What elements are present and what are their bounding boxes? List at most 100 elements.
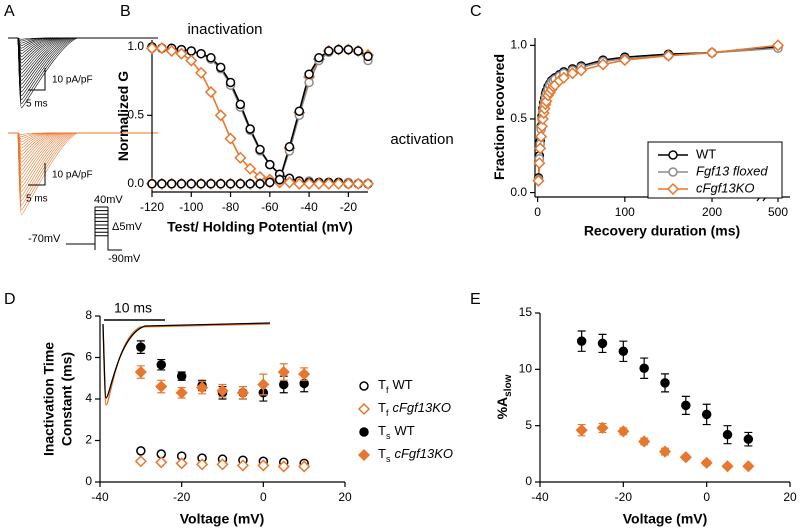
marker (557, 71, 570, 84)
x-axis-label: Test/ Holding Potential (mV) (167, 219, 353, 235)
marker (298, 368, 311, 381)
panel-letter: D (4, 291, 16, 308)
marker (303, 177, 316, 190)
marker (618, 346, 629, 357)
marker (304, 69, 314, 79)
current-trace (8, 132, 158, 216)
marker (216, 458, 229, 471)
y-tick-label: 5 (525, 418, 532, 432)
marker (157, 179, 167, 189)
marker (155, 42, 168, 55)
protocol-label: Δ5mV (112, 221, 143, 233)
marker (662, 49, 675, 62)
legend-marker (666, 182, 680, 196)
panel-letter: C (470, 3, 482, 20)
y-tick-label: 0.5 (127, 107, 144, 121)
marker (293, 177, 306, 190)
marker (343, 44, 354, 55)
marker (638, 435, 651, 448)
current-trace (8, 132, 158, 140)
y-axis-label-text: %A (494, 397, 510, 420)
marker (215, 62, 226, 73)
marker (700, 456, 713, 469)
marker (156, 360, 166, 370)
marker (245, 124, 255, 134)
x-tick-label: 20 (338, 490, 352, 504)
marker (333, 44, 344, 55)
marker (352, 177, 365, 190)
marker (236, 459, 249, 472)
marker (679, 451, 692, 464)
marker (359, 427, 369, 437)
legend-label: WT (696, 146, 716, 161)
marker (284, 142, 295, 152)
marker (195, 66, 208, 79)
marker (235, 99, 246, 110)
x-tick-label: -20 (340, 200, 358, 214)
x-tick-label: 200 (702, 205, 722, 219)
x-axis-label: Voltage (mV) (180, 511, 265, 527)
marker (361, 177, 375, 190)
marker (298, 460, 311, 473)
inset-trace (102, 322, 271, 399)
marker (771, 39, 785, 52)
marker (155, 380, 168, 393)
legend-marker (668, 150, 678, 160)
legend-name: cFgf13KO (394, 446, 453, 461)
marker (185, 54, 198, 67)
scale-label: 10 pA/pF (52, 75, 93, 86)
legend-name: cFgf13KO (392, 400, 451, 415)
marker (166, 179, 177, 189)
marker (225, 179, 236, 189)
marker (357, 448, 371, 462)
marker (255, 144, 265, 155)
legend-symbol: T (378, 400, 386, 415)
marker (214, 109, 227, 122)
legend-label: cFgf13KO (696, 180, 755, 195)
marker (234, 151, 247, 164)
marker (597, 338, 608, 349)
panel-letter: B (120, 3, 131, 20)
marker (742, 460, 755, 473)
inset-scale-label: 10 ms (114, 300, 152, 316)
marker (235, 179, 246, 189)
x-tick-label: 20 (783, 490, 797, 504)
marker (175, 457, 188, 470)
marker (145, 42, 159, 55)
marker (215, 179, 226, 189)
scale-label: 10 pA/pF (52, 170, 93, 181)
marker (265, 177, 275, 188)
fit-line (152, 48, 369, 185)
marker (196, 381, 209, 394)
y-tick-label: 0 (85, 474, 92, 488)
marker (206, 53, 216, 63)
legend-label: Fgf13 floxed (696, 163, 768, 178)
current-trace (8, 37, 158, 109)
marker (575, 424, 588, 437)
annotation: inactivation (187, 21, 262, 38)
marker (312, 177, 325, 190)
legend-subscript: s (386, 454, 391, 464)
scale-label: 5 ms (26, 194, 48, 205)
marker (216, 384, 229, 397)
marker (294, 106, 305, 116)
scale-bar (28, 68, 46, 91)
marker (255, 179, 265, 189)
marker (277, 460, 290, 473)
marker (701, 409, 712, 420)
marker (534, 142, 547, 155)
y-axis-label-text: Normalized G (115, 71, 131, 161)
x-tick-label: -40 (91, 490, 109, 504)
x-axis-label: Voltage (mV) (623, 511, 708, 527)
marker (639, 363, 649, 373)
y-tick-label: 0.5 (510, 111, 527, 125)
protocol (66, 206, 122, 251)
marker (363, 51, 373, 62)
marker (206, 179, 216, 189)
y-axis-label: Normalized G (115, 71, 131, 161)
y-tick-label: 0.0 (510, 185, 527, 199)
marker (722, 429, 733, 440)
marker (721, 460, 734, 473)
y-tick-label: 2 (85, 433, 92, 447)
